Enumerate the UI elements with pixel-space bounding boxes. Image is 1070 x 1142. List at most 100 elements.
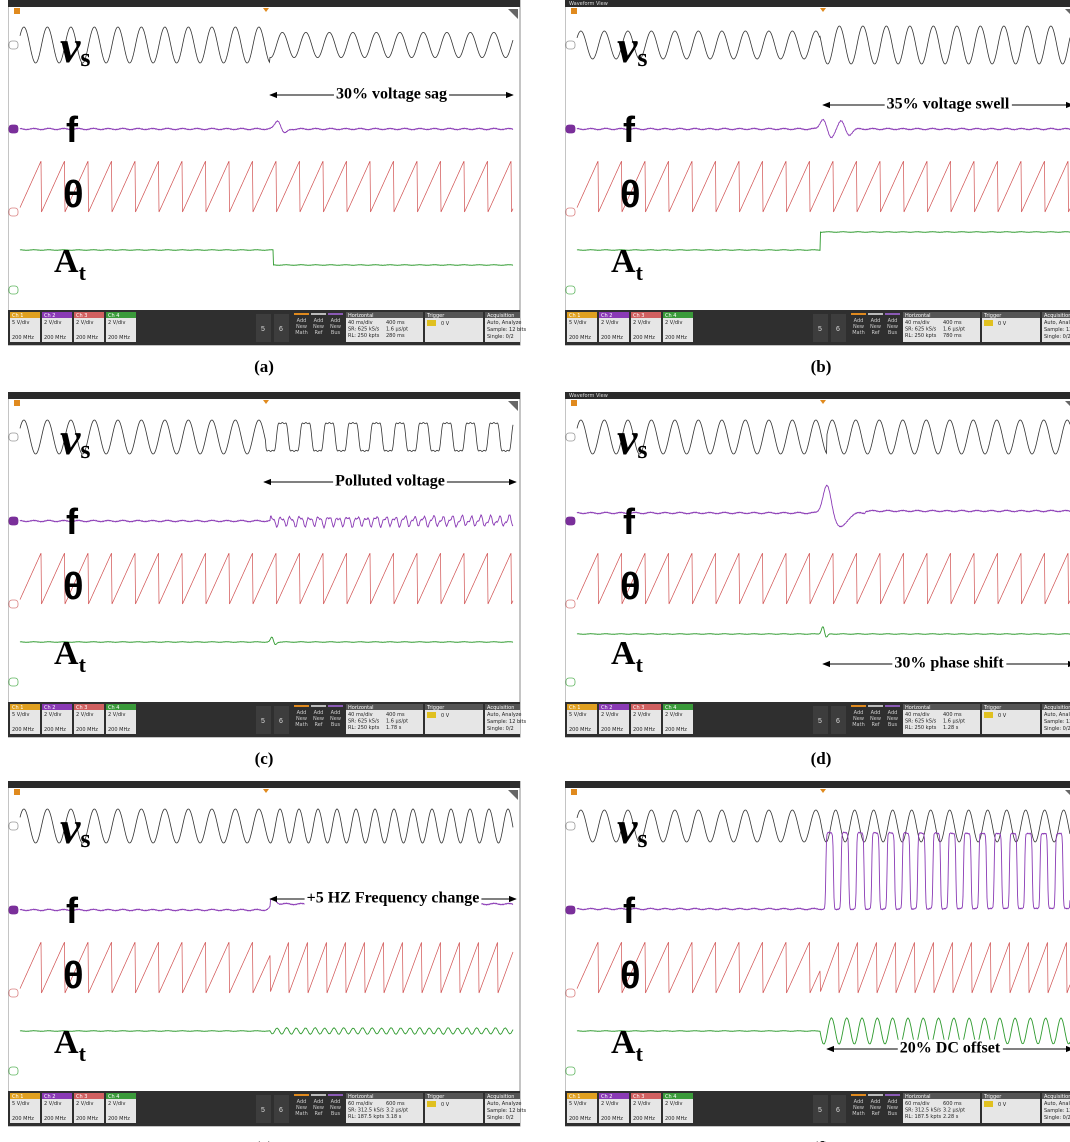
channel-name: Ch 3 <box>633 313 644 319</box>
channel-scale: 2 V/div <box>76 320 93 326</box>
channel-bw: 200 MHz <box>108 1116 130 1122</box>
acq-line: Sample: 12 bits <box>487 327 526 333</box>
acq-line: Single: 0/2 <box>1044 726 1070 732</box>
add-head <box>328 1094 343 1096</box>
channel-scale: 2 V/div <box>633 712 650 718</box>
at-main: A <box>54 635 79 672</box>
channel-bw: 200 MHz <box>44 727 66 733</box>
at-sub: t <box>636 652 644 677</box>
acq-line: Single: 0/2 <box>487 334 514 340</box>
scope-panel: vsfθAt20% DC offsetCh 15 V/div200 MHzCh … <box>565 781 1070 1126</box>
button-label: 5 <box>818 1107 822 1114</box>
view-title: Waveform View <box>569 1 608 7</box>
annotation: +5 HZ Frequency change <box>307 890 480 907</box>
horizontal-value: SR: 625 kS/s <box>348 327 380 333</box>
position-marker <box>14 400 20 406</box>
trigger-level: 0 V <box>998 321 1007 327</box>
horizontal-value: 400 ms <box>943 320 962 326</box>
horizontal-value: RL: 250 kpts <box>905 725 937 731</box>
channel-badge <box>566 822 575 830</box>
top-bar <box>565 392 1070 399</box>
position-marker <box>14 8 20 14</box>
scope-panel: Waveform ViewvsfθAt30% phase shiftCh 15 … <box>565 392 1070 737</box>
horizontal-title: Horizontal <box>348 705 374 711</box>
vs-sub: s <box>637 824 647 853</box>
add-head <box>328 313 343 315</box>
horizontal-title: Horizontal <box>348 1094 374 1100</box>
at-sub: t <box>79 260 87 285</box>
trigger-title: Trigger <box>426 1094 445 1100</box>
channel-badge <box>566 286 575 294</box>
horizontal-value: SR: 312.5 kS/s <box>348 1108 384 1114</box>
position-marker <box>571 400 577 406</box>
acq-line: Auto, Analyze <box>487 320 522 326</box>
at-sub: t <box>636 1041 644 1066</box>
channel-name: Ch 2 <box>44 1094 55 1100</box>
annotation: 30% phase shift <box>894 655 1004 672</box>
channel-scale: 5 V/div <box>569 712 586 718</box>
acq-title: Acquisition <box>487 313 514 319</box>
horizontal-value: SR: 312.5 kS/s <box>905 1108 941 1114</box>
horizontal-value: 40 ms/div <box>905 320 930 326</box>
channel-badge <box>9 208 18 216</box>
channel-bw: 200 MHz <box>108 335 130 341</box>
horizontal-value: 40 ms/div <box>348 712 373 718</box>
at-sub: t <box>79 652 87 677</box>
f-label: f <box>66 890 79 931</box>
channel-name: Ch 2 <box>601 1094 612 1100</box>
trigger-title: Trigger <box>983 705 1002 711</box>
scope-panel: Waveform ViewvsfθAt35% voltage swellCh 1… <box>565 0 1070 345</box>
channel-scale: 2 V/div <box>108 712 125 718</box>
view-title: Waveform View <box>569 393 608 399</box>
theta-label: θ <box>63 955 84 997</box>
channel-bw: 200 MHz <box>569 335 591 341</box>
horizontal-value: 60 ms/div <box>348 1101 373 1107</box>
horizontal-value: 600 ms <box>386 1101 405 1107</box>
channel-name: Ch 1 <box>569 1094 580 1100</box>
trigger-title: Trigger <box>983 1094 1002 1100</box>
position-marker <box>571 789 577 795</box>
channel-badge <box>9 989 18 997</box>
add-head <box>328 705 343 707</box>
horizontal-value: SR: 625 kS/s <box>905 719 937 725</box>
annotation: Polluted voltage <box>335 473 445 490</box>
channel-scale: 2 V/div <box>601 1101 618 1107</box>
trigger-source <box>427 320 436 326</box>
trigger-level: 0 V <box>998 713 1007 719</box>
horizontal-value: 600 ms <box>943 1101 962 1107</box>
channel-bw: 200 MHz <box>665 335 687 341</box>
top-bar <box>565 781 1070 788</box>
channel-scale: 2 V/div <box>44 712 61 718</box>
add-head <box>294 1094 309 1096</box>
channel-name: Ch 4 <box>665 705 676 711</box>
channel-name: Ch 2 <box>44 705 55 711</box>
scope-panel: vsfθAtPolluted voltageCh 15 V/div200 MHz… <box>8 392 526 737</box>
button-label: 5 <box>261 718 265 725</box>
horizontal-title: Horizontal <box>905 313 931 319</box>
vs-sub: s <box>637 435 647 464</box>
add-head <box>885 313 900 315</box>
channel-scale: 2 V/div <box>665 712 682 718</box>
channel-badge <box>9 41 18 49</box>
channel-scale: 2 V/div <box>76 1101 93 1107</box>
acq-line: Sample: 12 bits <box>1044 719 1070 725</box>
acq-line: Auto, Analyze <box>1044 320 1070 326</box>
add-label: Math <box>295 330 308 336</box>
channel-bw: 200 MHz <box>601 1116 623 1122</box>
channel-bw: 200 MHz <box>569 727 591 733</box>
acq-title: Acquisition <box>487 1094 514 1100</box>
horizontal-value: 400 ms <box>386 320 405 326</box>
channel-badge <box>566 208 575 216</box>
channel-scale: 2 V/div <box>44 320 61 326</box>
button-label: 6 <box>279 326 283 333</box>
at-sub: t <box>79 1041 87 1066</box>
channel-name: Ch 1 <box>12 313 23 319</box>
horizontal-value: 1.6 µs/pt <box>943 719 965 725</box>
horizontal-value: 3.2 µs/pt <box>943 1108 965 1114</box>
add-label: Bus <box>331 722 341 728</box>
channel-bw: 200 MHz <box>601 727 623 733</box>
horizontal-title: Horizontal <box>348 313 374 319</box>
channel-scale: 2 V/div <box>76 712 93 718</box>
ch2-level <box>9 125 18 133</box>
scope-panel: vsfθAt30% voltage sagCh 15 V/div200 MHzC… <box>8 0 526 345</box>
